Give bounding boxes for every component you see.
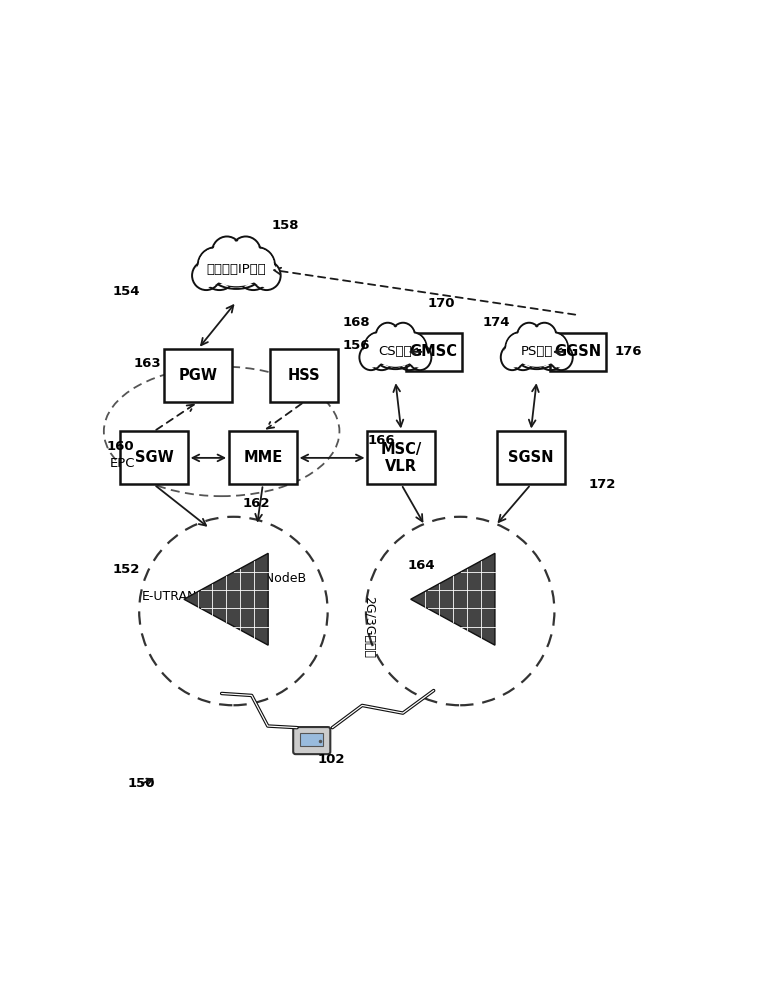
Text: 160: 160 xyxy=(106,440,135,453)
Text: CS核心: CS核心 xyxy=(378,345,412,358)
Text: 156: 156 xyxy=(342,339,370,352)
Bar xyxy=(300,733,323,746)
Ellipse shape xyxy=(397,350,420,370)
Ellipse shape xyxy=(239,267,268,290)
Ellipse shape xyxy=(370,350,393,370)
Ellipse shape xyxy=(540,333,568,364)
Text: 172: 172 xyxy=(588,478,616,491)
Ellipse shape xyxy=(505,332,534,365)
Ellipse shape xyxy=(518,345,556,367)
Ellipse shape xyxy=(216,246,257,285)
Ellipse shape xyxy=(195,261,221,287)
Ellipse shape xyxy=(549,344,573,370)
Bar xyxy=(164,349,232,402)
Text: HSS: HSS xyxy=(288,368,321,383)
Ellipse shape xyxy=(198,248,233,283)
Text: 158: 158 xyxy=(272,219,299,232)
FancyBboxPatch shape xyxy=(293,727,331,754)
Ellipse shape xyxy=(501,344,524,370)
Text: eNodeB: eNodeB xyxy=(257,572,306,585)
Ellipse shape xyxy=(252,261,280,290)
Text: SGW: SGW xyxy=(135,450,173,465)
Ellipse shape xyxy=(549,344,571,367)
Text: 163: 163 xyxy=(133,357,161,370)
Ellipse shape xyxy=(391,323,415,351)
Ellipse shape xyxy=(364,332,393,365)
Ellipse shape xyxy=(391,324,414,351)
Ellipse shape xyxy=(212,262,261,289)
Text: GGSN: GGSN xyxy=(554,344,602,359)
Ellipse shape xyxy=(212,236,242,269)
Ellipse shape xyxy=(408,344,432,370)
Ellipse shape xyxy=(231,236,261,269)
Bar xyxy=(229,431,296,484)
Ellipse shape xyxy=(192,261,220,290)
Text: MSC/
VLR: MSC/ VLR xyxy=(381,442,422,474)
Text: E-UTRAN: E-UTRAN xyxy=(142,590,198,603)
Ellipse shape xyxy=(376,345,414,367)
Text: 基站: 基站 xyxy=(480,576,493,591)
Ellipse shape xyxy=(407,344,429,367)
Text: 运营商的IP服务: 运营商的IP服务 xyxy=(207,263,266,276)
Ellipse shape xyxy=(511,350,534,370)
Bar xyxy=(550,333,606,371)
Ellipse shape xyxy=(378,330,413,367)
Ellipse shape xyxy=(205,267,233,290)
Ellipse shape xyxy=(232,238,260,268)
Text: 102: 102 xyxy=(318,753,345,766)
Ellipse shape xyxy=(506,333,534,364)
Ellipse shape xyxy=(517,345,556,369)
Text: SGSN: SGSN xyxy=(508,450,553,465)
Text: 162: 162 xyxy=(242,497,270,510)
Ellipse shape xyxy=(198,247,233,284)
Text: 164: 164 xyxy=(407,559,435,572)
Text: 176: 176 xyxy=(615,345,642,358)
Ellipse shape xyxy=(539,332,568,365)
Text: 152: 152 xyxy=(112,563,140,576)
Ellipse shape xyxy=(239,247,275,284)
Text: 170: 170 xyxy=(428,297,455,310)
Text: 2G/3G接入网: 2G/3G接入网 xyxy=(363,596,375,658)
Ellipse shape xyxy=(252,261,278,287)
Text: 166: 166 xyxy=(367,434,394,447)
Bar xyxy=(367,431,435,484)
Text: PGW: PGW xyxy=(179,368,217,383)
Ellipse shape xyxy=(362,344,383,367)
Ellipse shape xyxy=(397,332,427,365)
Ellipse shape xyxy=(376,324,399,351)
Ellipse shape xyxy=(539,350,562,370)
Text: EPC: EPC xyxy=(109,457,135,470)
Polygon shape xyxy=(184,553,268,645)
Text: GMSC: GMSC xyxy=(410,344,458,359)
Ellipse shape xyxy=(520,330,554,367)
Bar xyxy=(271,349,338,402)
Ellipse shape xyxy=(213,238,241,268)
Bar xyxy=(497,431,565,484)
Ellipse shape xyxy=(503,344,524,367)
Text: 150: 150 xyxy=(128,777,155,790)
Text: MME: MME xyxy=(243,450,283,465)
Bar xyxy=(120,431,188,484)
Ellipse shape xyxy=(517,323,541,351)
Ellipse shape xyxy=(521,331,553,366)
Ellipse shape xyxy=(215,245,258,287)
Ellipse shape xyxy=(365,333,392,364)
Ellipse shape xyxy=(379,331,412,366)
Ellipse shape xyxy=(213,262,260,286)
Text: 168: 168 xyxy=(342,316,370,329)
Text: 174: 174 xyxy=(483,316,510,329)
Text: PS核心: PS核心 xyxy=(521,345,553,358)
Ellipse shape xyxy=(375,345,415,369)
Ellipse shape xyxy=(375,323,400,351)
Polygon shape xyxy=(410,553,495,645)
Ellipse shape xyxy=(518,324,540,351)
Ellipse shape xyxy=(533,324,556,351)
Ellipse shape xyxy=(398,333,426,364)
Text: 154: 154 xyxy=(112,285,140,298)
Ellipse shape xyxy=(532,323,556,351)
Bar xyxy=(406,333,461,371)
Ellipse shape xyxy=(359,344,382,370)
Ellipse shape xyxy=(240,248,274,283)
